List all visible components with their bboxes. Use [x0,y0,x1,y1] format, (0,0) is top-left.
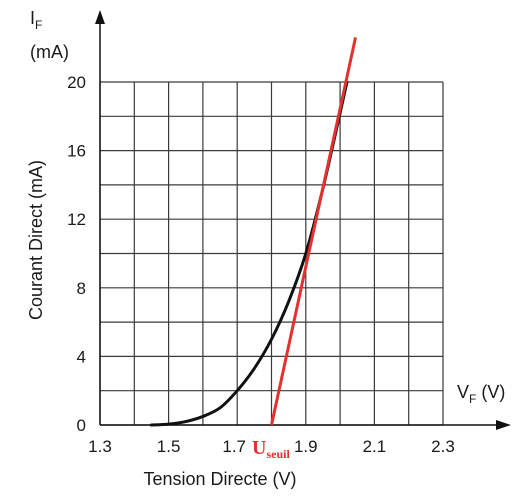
y-tick-label: 0 [77,416,86,435]
y-axis-symbol: IF [30,8,42,32]
y-tick-label: 8 [77,279,86,298]
threshold-tangent-line [270,37,358,426]
y-tick-label: 12 [67,210,86,229]
x-tick-label: 1.3 [88,437,112,456]
x-tick-label: 2.1 [363,437,387,456]
tick-labels: 0 4 8 12 16 20 1.3 1.5 1.9 2.1 2.3 1.7 [67,73,455,456]
y-axis-arrow [95,10,105,24]
series-layer [149,37,358,427]
grid [99,81,444,426]
x-axis-label: Tension Directe (V) [143,469,296,489]
y-axis-unit: (mA) [30,42,69,62]
y-axis-label: Courant Direct (mA) [26,160,46,320]
x-tick-label: 2.3 [431,437,455,456]
x-axis-arrow [496,420,511,430]
threshold-annotation: Useuil [252,437,290,461]
y-tick-label: 16 [67,142,86,161]
x-tick-label: 1.7 [222,437,246,456]
x-axis-symbol: VF (V) [457,382,505,406]
y-tick-label: 20 [67,73,86,92]
y-tick-label: 4 [77,347,86,366]
x-tick-label: 1.5 [157,437,181,456]
axes [95,10,511,430]
x-tick-label: 1.9 [294,437,318,456]
